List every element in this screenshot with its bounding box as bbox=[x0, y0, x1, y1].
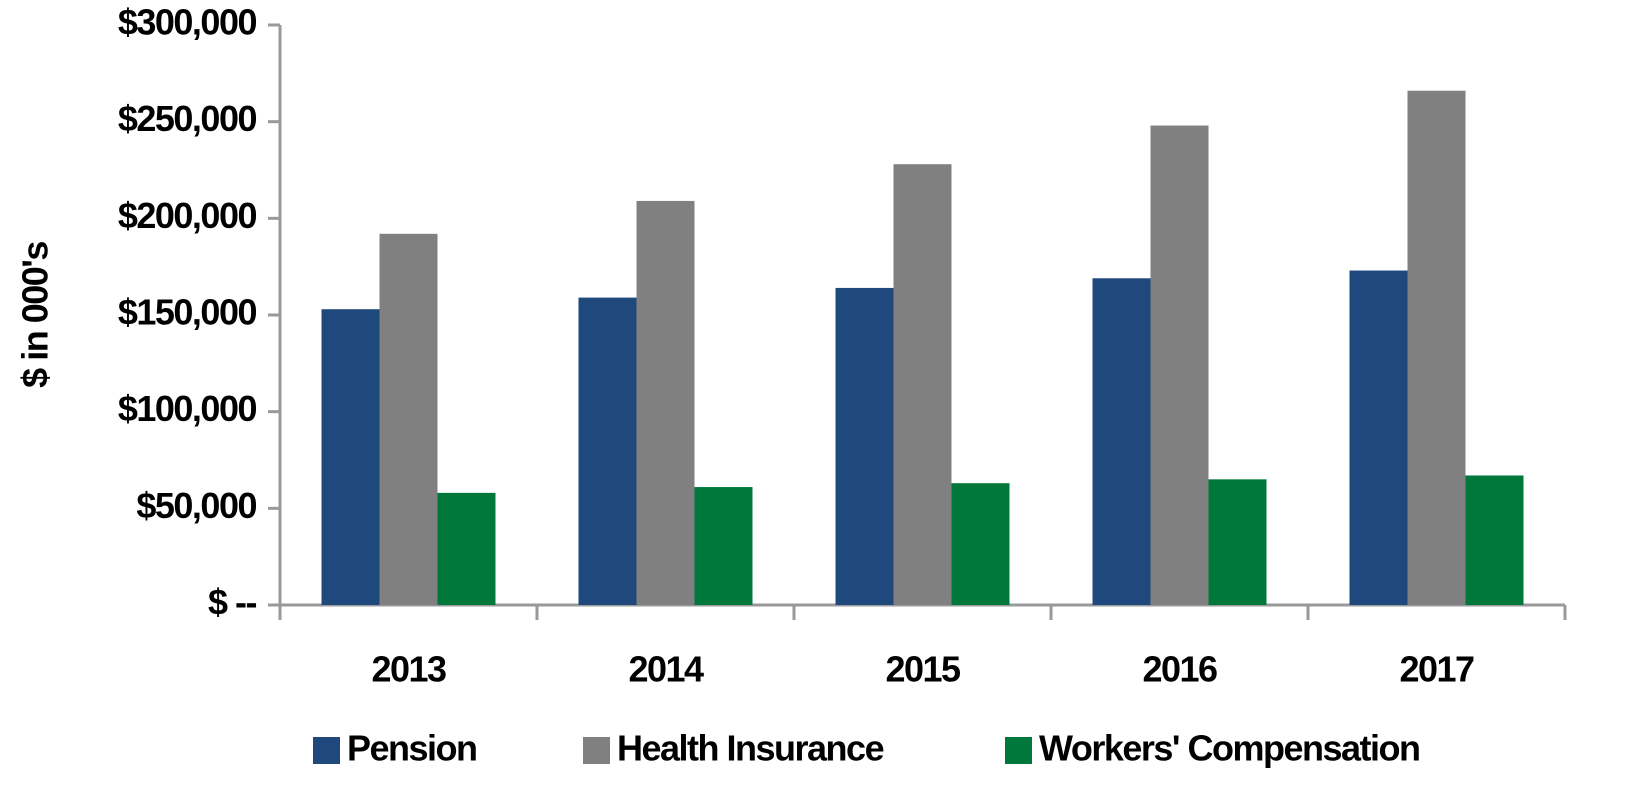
y-axis-label: $ in 000's bbox=[15, 242, 56, 388]
x-tick-label: 2014 bbox=[628, 649, 704, 690]
legend-label: Workers' Compensation bbox=[1039, 728, 1419, 769]
x-tick-label: 2017 bbox=[1399, 649, 1474, 690]
bar bbox=[636, 200, 695, 605]
bar bbox=[951, 483, 1010, 605]
bar bbox=[1092, 278, 1151, 605]
x-tick-label: 2016 bbox=[1142, 649, 1217, 690]
bar bbox=[1349, 270, 1408, 605]
y-tick-label: $ -- bbox=[208, 582, 257, 623]
bar bbox=[1150, 125, 1209, 606]
legend-swatch bbox=[583, 737, 610, 764]
bar bbox=[1465, 475, 1524, 605]
x-tick-label: 2013 bbox=[371, 649, 446, 690]
y-tick-label: $150,000 bbox=[118, 292, 257, 333]
bar bbox=[437, 492, 496, 605]
y-tick-label: $300,000 bbox=[118, 2, 257, 43]
legend-label: Health Insurance bbox=[617, 728, 884, 769]
bar bbox=[1407, 90, 1466, 605]
bar bbox=[893, 164, 952, 605]
bar bbox=[578, 297, 637, 605]
y-tick-label: $200,000 bbox=[118, 195, 257, 236]
bar bbox=[694, 487, 753, 605]
bar bbox=[321, 309, 380, 605]
bar bbox=[835, 287, 894, 605]
x-tick-label: 2015 bbox=[885, 649, 961, 690]
y-tick-label: $50,000 bbox=[136, 485, 256, 526]
y-tick-label: $250,000 bbox=[118, 98, 257, 139]
legend-swatch bbox=[1005, 737, 1032, 764]
y-tick-label: $100,000 bbox=[118, 388, 257, 429]
legend-swatch bbox=[313, 737, 340, 764]
legend-label: Pension bbox=[347, 728, 477, 769]
bar bbox=[379, 233, 438, 606]
bar bbox=[1208, 479, 1267, 605]
